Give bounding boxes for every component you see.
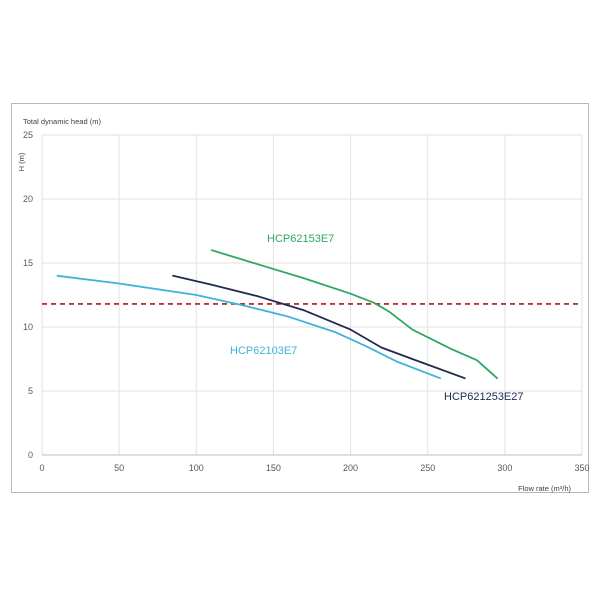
x-tick-label: 150 [266, 463, 281, 473]
x-axis-label: Flow rate (m³/h) [518, 484, 571, 493]
chart-frame: 0 50 100 150 200 250 300 350 0 5 10 15 20 25 HCP62103… [11, 103, 590, 493]
y-tick-label: 15 [23, 258, 33, 268]
y-tick-label: 25 [23, 130, 33, 140]
pump-curve-chart: 0 50 100 150 200 250 300 350 0 5 10 15 20 25 HCP62103… [17, 117, 590, 493]
series-label-HCP62103E7: HCP62103E7 [230, 345, 297, 357]
grid [41, 134, 583, 456]
x-tick-label: 300 [497, 463, 512, 473]
series-line-HCP621253E27 [172, 274, 466, 380]
x-tick-label: 200 [343, 463, 358, 473]
x-tick-label: 50 [114, 463, 124, 473]
axes: 0 50 100 150 200 250 300 350 0 5 10 15 20 25 [23, 130, 590, 473]
series-label-HCP62153E7: HCP62153E7 [267, 233, 334, 245]
x-tick-label: 250 [420, 463, 435, 473]
series-group [56, 249, 499, 380]
y-tick-label: 10 [23, 322, 33, 332]
x-tick-label: 100 [189, 463, 204, 473]
series-labels: HCP62103E7 HCP621253E27 HCP62153E7 [230, 233, 524, 403]
y-tick-label: 5 [28, 386, 33, 396]
series-label-HCP621253E27: HCP621253E27 [444, 391, 524, 403]
x-tick-label: 350 [574, 463, 589, 473]
series-line-HCP62153E7 [210, 249, 499, 380]
y-axis-label: H (m) [17, 152, 26, 171]
y-tick-label: 20 [23, 194, 33, 204]
series-line-HCP62103E7 [56, 274, 442, 380]
y-tick-label: 0 [28, 450, 33, 460]
x-tick-label: 0 [39, 463, 44, 473]
y-axis-title: Total dynamic head (m) [23, 117, 101, 126]
